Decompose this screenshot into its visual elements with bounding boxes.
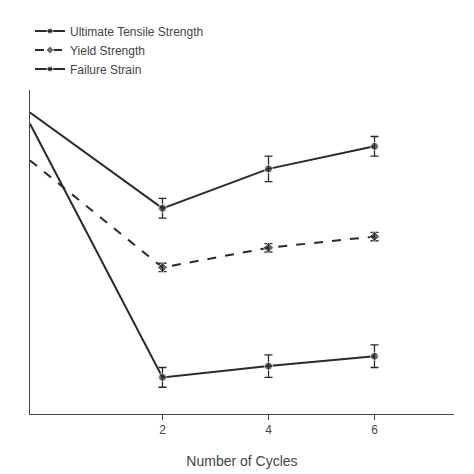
svg-text:2: 2	[159, 423, 166, 437]
svg-text:Number of Cycles: Number of Cycles	[186, 453, 297, 469]
svg-text:Yield Strength: Yield Strength	[70, 44, 145, 58]
svg-text:Ultimate Tensile Strength: Ultimate Tensile Strength	[70, 25, 203, 39]
svg-text:6: 6	[371, 423, 378, 437]
svg-text:Failure Strain: Failure Strain	[70, 63, 141, 77]
svg-text:4: 4	[265, 423, 272, 437]
